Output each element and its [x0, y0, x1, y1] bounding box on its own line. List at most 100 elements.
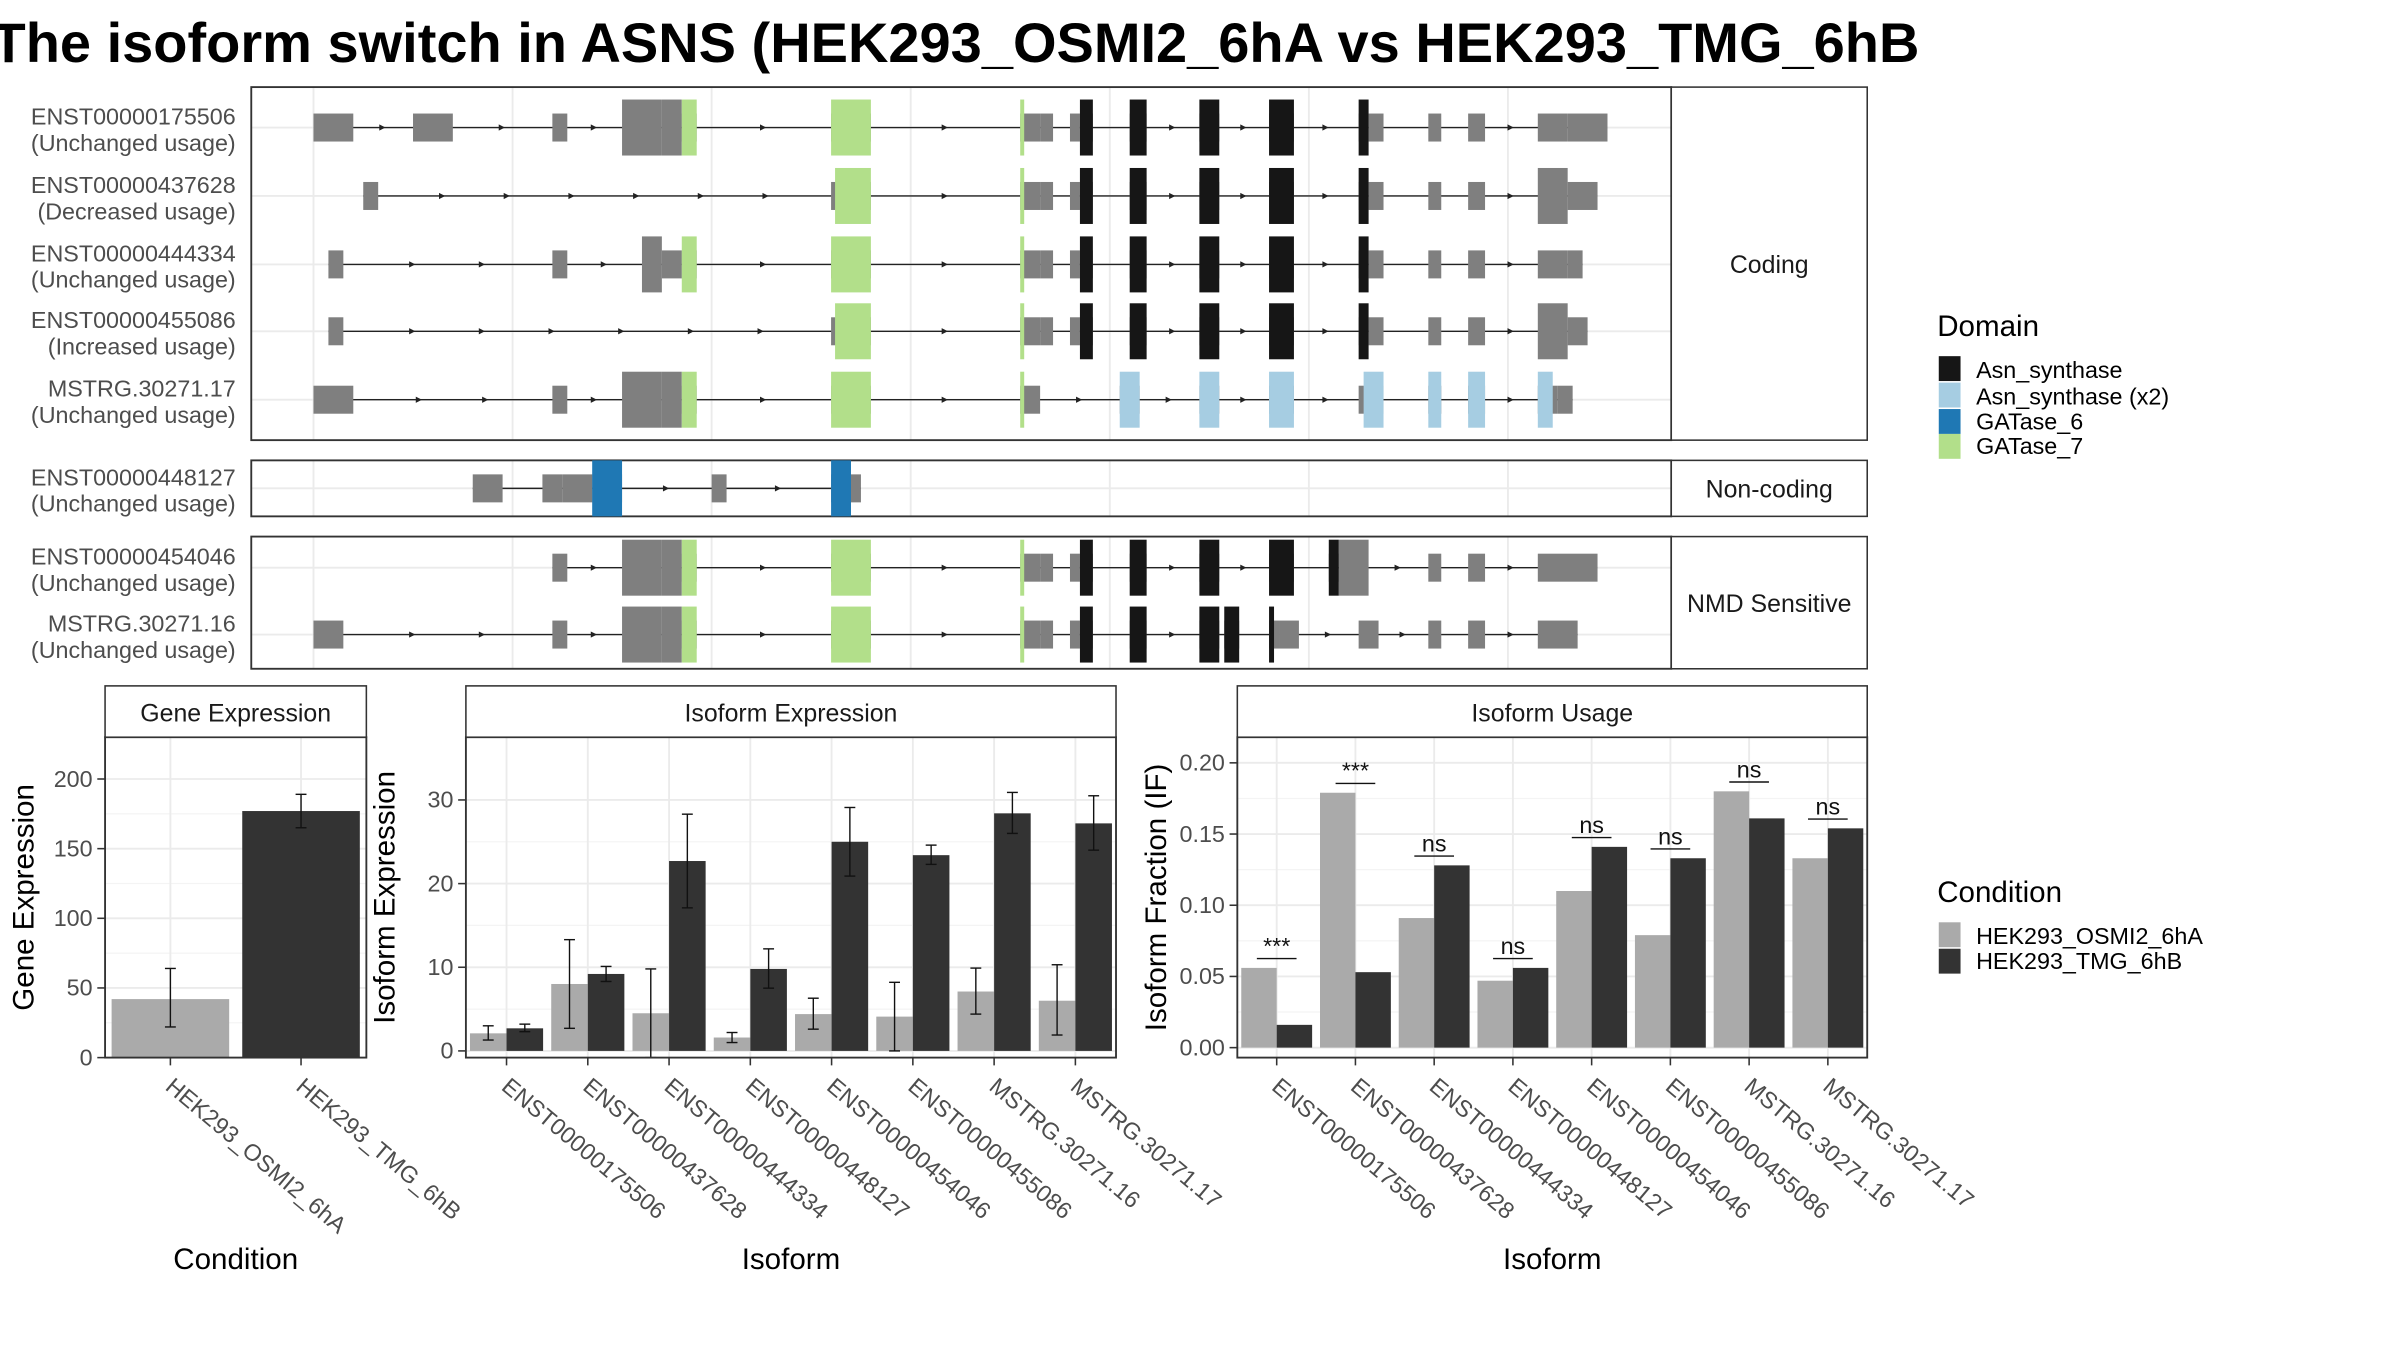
utr-exon — [1069, 181, 1080, 210]
isoform-enst00000444334: ENST00000444334(Unchanged usage) — [31, 236, 1583, 293]
utr-exon — [1368, 250, 1384, 279]
domain-asn-synthase-x2 — [1363, 371, 1384, 428]
significance-label: ns — [1579, 812, 1604, 838]
bar — [1713, 791, 1750, 1048]
coding-exon — [641, 236, 662, 293]
isoform-id-label: ENST00000175506 — [31, 103, 236, 129]
intron-arrow — [662, 485, 670, 492]
utr-exon — [1428, 181, 1442, 210]
utr-exon — [552, 620, 568, 649]
y-tick-label: 100 — [54, 905, 93, 931]
domain-asn-synthase — [1079, 606, 1093, 663]
y-tick-label: 30 — [428, 787, 454, 813]
coding-exon — [622, 539, 662, 596]
intron-arrow — [760, 261, 767, 268]
bar — [1670, 858, 1706, 1048]
x-axis-title: Isoform — [1503, 1243, 1602, 1276]
intron-arrow — [1240, 192, 1247, 200]
intron-arrow — [762, 192, 769, 200]
intron-arrow — [482, 396, 489, 403]
intron-arrow — [760, 564, 767, 571]
intron-arrow — [1169, 124, 1176, 131]
intron-arrow — [1507, 564, 1514, 571]
isoform-id-label: MSTRG.30271.17 — [48, 376, 236, 402]
intron-arrow — [1169, 631, 1176, 638]
bar — [506, 1028, 544, 1051]
bar — [242, 811, 360, 1058]
coding-exon — [661, 99, 682, 156]
significance-label: ns — [1422, 830, 1447, 856]
significance-label: ns — [1501, 933, 1526, 959]
intron-arrow — [1240, 396, 1247, 403]
domain-asn-synthase — [1269, 303, 1294, 360]
x-axis-title: Condition — [173, 1243, 298, 1276]
domain-gatase-7 — [1020, 606, 1025, 663]
domain-asn-synthase — [1079, 236, 1093, 293]
utr-exon — [1020, 113, 1041, 142]
isoform-expression-chart: Isoform Expression0102030ENST00000175506… — [368, 685, 1227, 1276]
isoform-usage-label: (Unchanged usage) — [31, 267, 236, 293]
domain-asn-synthase — [1079, 99, 1093, 156]
y-tick-label: 0.05 — [1180, 963, 1225, 989]
utr-exon — [1368, 181, 1384, 210]
intron-arrow — [697, 192, 705, 200]
legend-swatch-asn-synthase — [1938, 356, 1961, 382]
utr-exon — [1468, 250, 1486, 279]
legend-label-asn-synthase-x2: Asn_synthase (x2) — [1976, 383, 2169, 409]
domain-asn-synthase — [1269, 99, 1294, 156]
facet-strip-title: Isoform Usage — [1471, 700, 1633, 728]
legend-swatch-gatase-7 — [1938, 433, 1961, 459]
isoform-id-label: ENST00000444334 — [31, 240, 236, 266]
domain-gatase-7 — [831, 99, 871, 156]
significance-label: ns — [1658, 823, 1683, 849]
legend-label-gatase-6: GATase_6 — [1976, 408, 2083, 434]
utr-exon — [1020, 181, 1041, 210]
intron-arrow — [409, 261, 416, 268]
utr-exon — [1069, 250, 1080, 279]
domain-gatase-7 — [835, 167, 871, 224]
legend-label-condition-a: HEK293_OSMI2_6hA — [1976, 923, 2203, 949]
utr-exon — [363, 181, 379, 210]
bar — [1075, 823, 1112, 1051]
panel-strip-label: Coding — [1730, 251, 1809, 279]
isoform-enst00000455086: ENST00000455086(Increased usage) — [31, 303, 1588, 360]
y-tick-label: 50 — [67, 975, 93, 1001]
utr-exon — [1537, 553, 1598, 582]
intron-arrow — [760, 396, 767, 403]
domain-asn-synthase — [1269, 167, 1294, 224]
intron-arrow — [774, 485, 782, 492]
intron-arrow — [478, 631, 486, 638]
bar — [1512, 967, 1549, 1048]
isoform-id-label: MSTRG.30271.16 — [48, 610, 236, 636]
significance-label: *** — [1263, 933, 1290, 959]
facet-strip-title: Isoform Expression — [685, 700, 898, 728]
intron-arrow — [590, 631, 598, 638]
utr-exon — [1368, 317, 1384, 346]
bar — [1434, 865, 1470, 1048]
intron-arrow — [760, 124, 767, 131]
utr-exon — [1557, 385, 1573, 414]
condition-legend-title: Condition — [1937, 876, 2062, 909]
utr-exon — [1537, 113, 1568, 142]
intron-arrow — [1169, 261, 1176, 268]
y-tick-label: 0.00 — [1180, 1034, 1225, 1060]
isoform-usage-label: (Unchanged usage) — [31, 130, 236, 156]
figure-title: The isoform switch in ASNS (HEK293_OSMI2… — [0, 11, 1919, 74]
utr-exon — [1358, 620, 1379, 649]
domain-asn-synthase — [1129, 303, 1147, 360]
legend-label-condition-b: HEK293_TMG_6hB — [1976, 948, 2182, 974]
domain-asn-synthase — [1269, 539, 1294, 596]
utr-exon — [313, 620, 344, 649]
domain-asn-synthase-x2 — [1428, 371, 1442, 428]
intron-arrow — [941, 396, 948, 403]
domain-gatase-7 — [1020, 539, 1025, 596]
utr-exon — [1468, 113, 1486, 142]
domain-asn-synthase — [1079, 303, 1093, 360]
domain-asn-synthase — [1079, 167, 1093, 224]
intron-arrow — [1169, 192, 1176, 200]
domain-legend: Domain Asn_synthase Asn_synthase (x2) GA… — [1937, 310, 2169, 459]
bar — [1276, 1024, 1313, 1048]
isoform-enst00000175506: ENST00000175506(Unchanged usage) — [31, 99, 1608, 156]
intron-arrow — [1169, 564, 1176, 571]
